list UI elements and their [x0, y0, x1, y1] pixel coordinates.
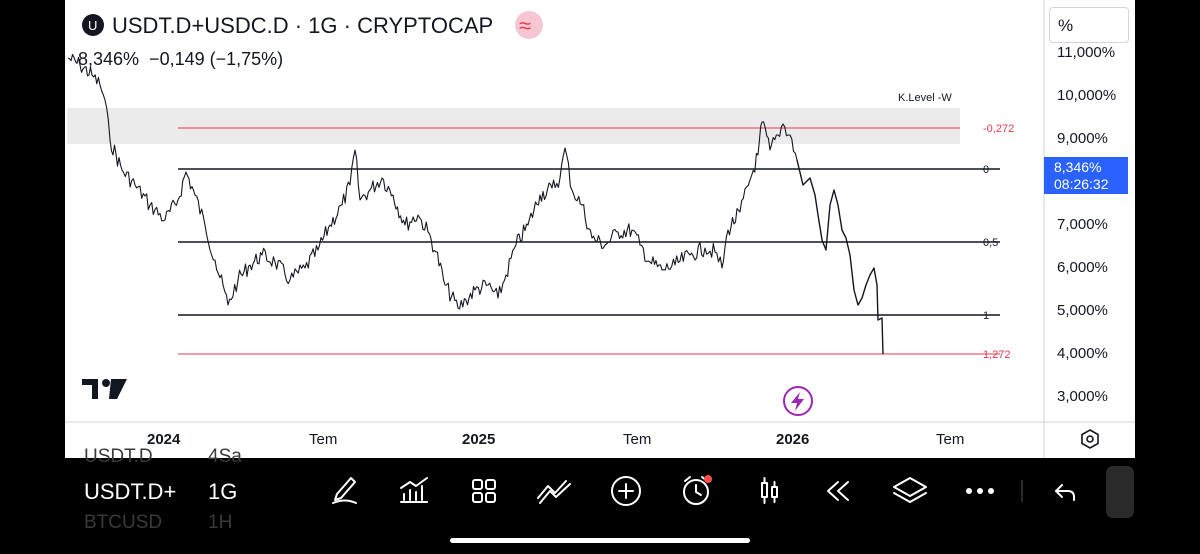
fib-title: K.Level -W: [898, 92, 952, 104]
fib-zone-highlight: [67, 108, 960, 144]
price-axis-label: 5,000%: [1057, 302, 1108, 319]
price-change-line: 8,346% −0,149 (−1,75%): [78, 49, 283, 69]
price-axis-label: 6,000%: [1057, 259, 1108, 276]
time-axis-label: 2025: [462, 431, 495, 448]
ghost-symbol-above: USDT.D: [84, 446, 153, 467]
time-axis-label: 2024: [147, 431, 181, 448]
indicators-icon[interactable]: [400, 477, 428, 503]
undo-icon[interactable]: [1055, 484, 1075, 501]
toolbar-symbol[interactable]: USDT.D+: [84, 479, 177, 504]
time-axis-label: 2026: [776, 431, 809, 448]
symbol-logo-letter: U: [88, 18, 97, 33]
wave-icon-bg[interactable]: [515, 11, 543, 39]
layers-icon[interactable]: [893, 477, 927, 503]
current-price-tag: 8,346% 08:26:32: [1044, 157, 1128, 194]
lightning-icon[interactable]: [783, 386, 813, 416]
price-axis-label: 4,000%: [1057, 345, 1108, 362]
current-price-countdown: 08:26:32: [1054, 176, 1109, 192]
candles-icon[interactable]: [761, 477, 778, 504]
drawing-tools-icon[interactable]: [537, 480, 571, 504]
wave-icon: ≈: [519, 13, 531, 38]
price-axis-label: 3,000%: [1057, 388, 1108, 405]
alert-icon[interactable]: [683, 476, 709, 505]
more-icon[interactable]: [966, 488, 994, 494]
fib-label-neg0272: -0,272: [983, 123, 1014, 135]
time-axis-label: Tem: [936, 431, 964, 448]
projection-line: [796, 159, 884, 355]
tradingview-logo-icon: [82, 379, 127, 399]
chart-area[interactable]: [65, 0, 1135, 458]
fib-label-1: 1: [983, 310, 989, 322]
replay-icon[interactable]: [827, 481, 849, 501]
fib-label-05: 0,5: [983, 237, 998, 249]
toolbar-interval[interactable]: 1G: [208, 479, 238, 504]
fib-label-0: 0: [983, 164, 989, 176]
ghost-interval-above: 4Sa: [208, 446, 242, 467]
layouts-icon[interactable]: [472, 479, 496, 503]
price-series-line: [67, 53, 798, 310]
symbol-logo: [82, 14, 104, 36]
time-axis-label: Tem: [623, 431, 651, 448]
price-axis-label: 7,000%: [1057, 216, 1108, 233]
time-axis-label: Tem: [309, 431, 337, 448]
chart-settings-icon[interactable]: [1081, 429, 1099, 449]
price-scale-button[interactable]: %: [1049, 7, 1129, 43]
ghost-symbol-below: BTCUSD: [84, 512, 163, 533]
alert-notification-dot: [704, 475, 712, 483]
price-axis-label: 9,000%: [1057, 130, 1108, 147]
current-price-value: 8,346%: [1054, 159, 1102, 175]
add-icon[interactable]: [611, 476, 641, 506]
ghost-interval-below: 1H: [208, 512, 233, 533]
toolbar-overflow-button[interactable]: [1106, 466, 1134, 518]
home-indicator: [450, 538, 750, 543]
pen-icon[interactable]: [332, 477, 357, 504]
price-axis-label: 10,000%: [1057, 87, 1116, 104]
price-axis-label: 11,000%: [1057, 44, 1115, 61]
symbol-title[interactable]: USDT.D+USDC.D · 1G · CRYPTOCAP: [112, 13, 493, 38]
fib-label-1272: 1,272: [983, 349, 1011, 361]
